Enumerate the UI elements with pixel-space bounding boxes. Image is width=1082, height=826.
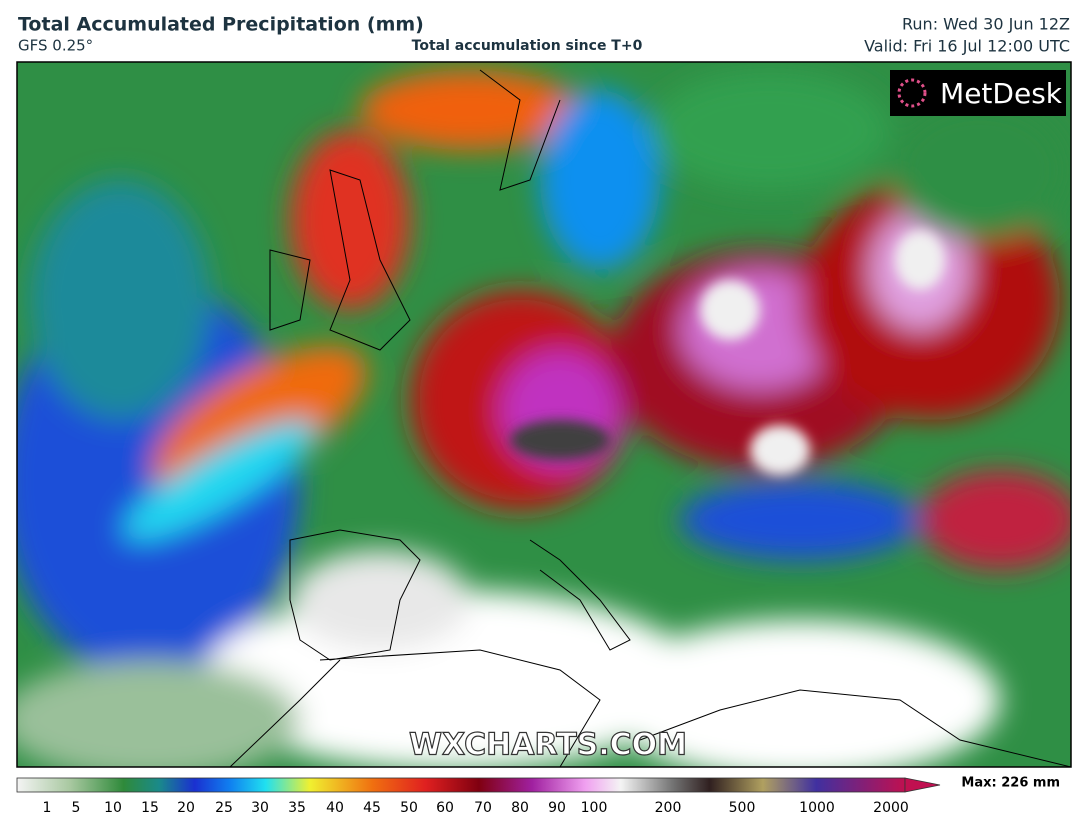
valid: Valid: Fri 16 Jul 12:00 UTC	[864, 37, 1070, 56]
colorbar-label: 45	[363, 800, 381, 816]
colorbar-label: 200	[655, 800, 682, 816]
colorbar-label: 20	[177, 800, 195, 816]
colorbar-label: 1	[43, 800, 52, 816]
colorbar-label: 15	[141, 800, 159, 816]
colorbar-label: 5	[72, 800, 81, 816]
max-label: Max: 226 mm	[961, 776, 1060, 791]
logo: MetDesk	[940, 77, 1063, 110]
colorbar-label: 70	[474, 800, 492, 816]
map-frame	[16, 61, 1072, 768]
subtitle: Total accumulation since T+0	[412, 38, 643, 54]
map: MetDesk WXCHARTS.COM	[17, 62, 1071, 767]
logo-box	[890, 70, 1066, 116]
colorbar-label: 10	[104, 800, 122, 816]
colorbar-scale	[16, 777, 906, 793]
colorbar-label: 500	[729, 800, 756, 816]
colorbar-label: 100	[581, 800, 608, 816]
colorbar-label: 30	[251, 800, 269, 816]
colorbar-label: 80	[511, 800, 529, 816]
title: Total Accumulated Precipitation (mm)	[18, 14, 424, 36]
colorbar-label: 25	[215, 800, 233, 816]
watermark: WXCHARTS.COM	[409, 728, 687, 763]
colorbar-label: 90	[548, 800, 566, 816]
colorbar-label: 60	[436, 800, 454, 816]
run: Run: Wed 30 Jun 12Z	[902, 15, 1070, 34]
colorbar-label: 50	[400, 800, 418, 816]
colorbar-arrow	[904, 777, 941, 793]
colorbar-label: 40	[326, 800, 344, 816]
colorbar-label: 35	[288, 800, 306, 816]
model: GFS 0.25°	[18, 37, 93, 55]
colorbar: Max: 226 mm	[16, 776, 1060, 793]
colorbar-label: 2000	[873, 800, 909, 816]
colorbar-label: 1000	[799, 800, 835, 816]
